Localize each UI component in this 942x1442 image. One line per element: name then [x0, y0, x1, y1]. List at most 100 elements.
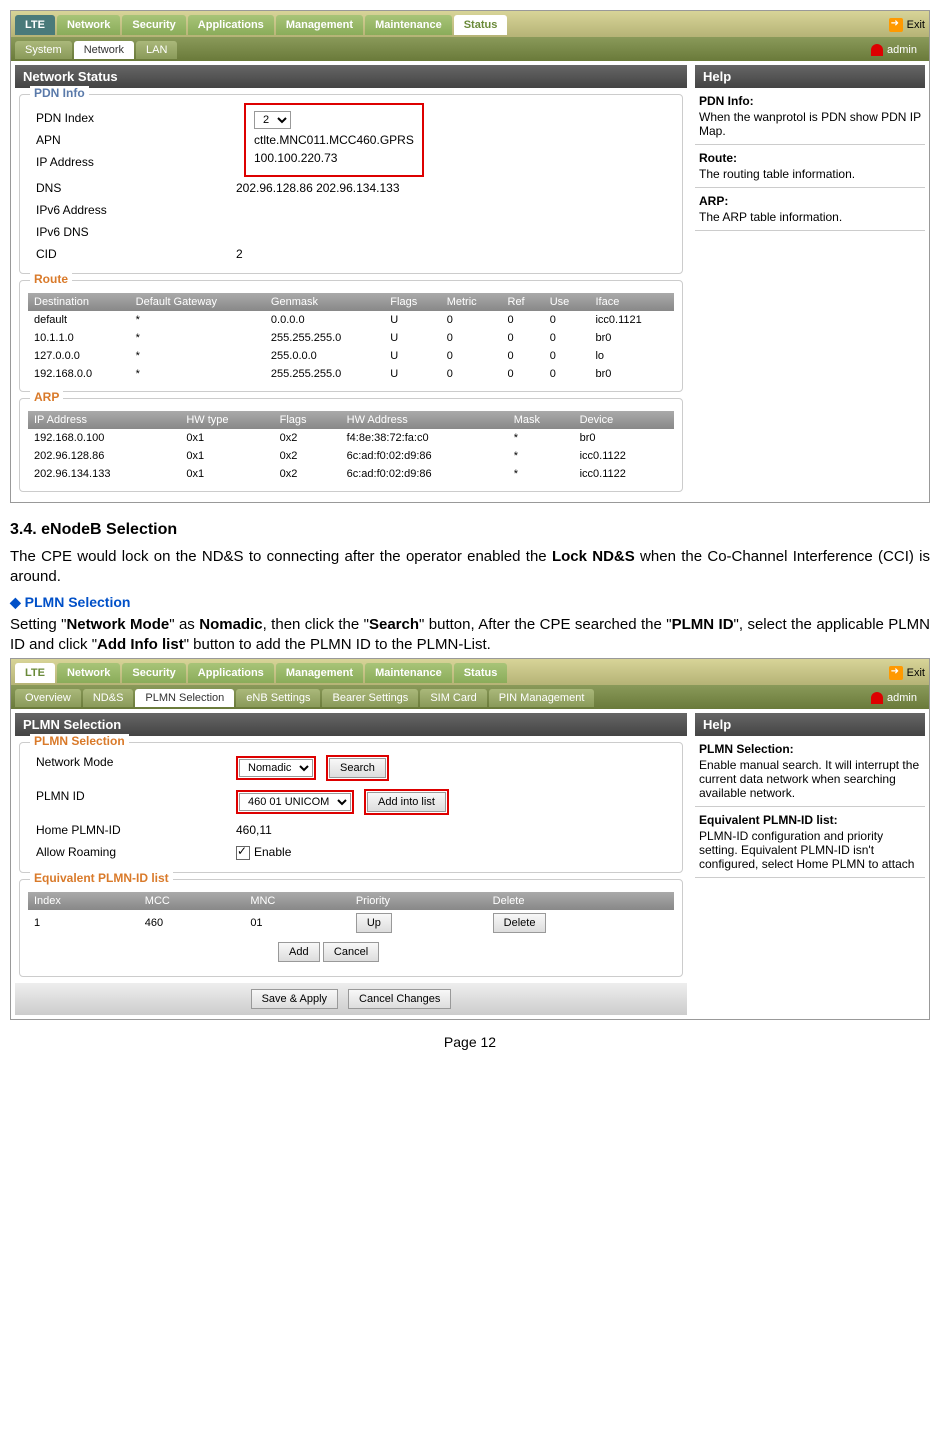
main-tabs: LTENetworkSecurityApplicationsManagement… — [11, 11, 929, 37]
eq-plmn-table: IndexMCCMNCPriorityDelete 1 460 01 Up De… — [28, 892, 674, 936]
add-into-list-button[interactable]: Add into list — [367, 792, 446, 812]
delete-button[interactable]: Delete — [493, 913, 547, 933]
user-icon — [871, 44, 883, 56]
page-number: Page 12 — [10, 1034, 930, 1050]
panel-title: PLMN Selection — [15, 713, 687, 736]
tab-lan[interactable]: LAN — [136, 41, 177, 59]
pdn-label: IPv6 Address — [36, 203, 236, 217]
allow-roaming-label: Allow Roaming — [36, 845, 236, 860]
tab-lte[interactable]: LTE — [15, 15, 55, 35]
main-tabs: LTENetworkSecurityApplicationsManagement… — [11, 659, 929, 685]
column-header: Metric — [441, 293, 502, 311]
pdn-label: CID — [36, 247, 236, 261]
sub-tabs: SystemNetworkLANadmin — [11, 37, 929, 61]
user-icon — [871, 692, 883, 704]
tab-enb-settings[interactable]: eNB Settings — [236, 689, 320, 707]
column-header: Default Gateway — [130, 293, 265, 311]
help-block: PLMN Selection:Enable manual search. It … — [695, 736, 925, 807]
pdn-label: DNS — [36, 181, 236, 195]
tab-overview[interactable]: Overview — [15, 689, 81, 707]
network-mode-label: Network Mode — [36, 755, 236, 781]
column-header: Genmask — [265, 293, 384, 311]
column-header: Destination — [28, 293, 130, 311]
search-button[interactable]: Search — [329, 758, 386, 778]
help-title: Help — [695, 713, 925, 736]
pdn-value: ctlte.MNC011.MCC460.GPRS — [250, 131, 418, 149]
column-header: Flags — [274, 411, 341, 429]
screenshot-network-status: LTENetworkSecurityApplicationsManagement… — [10, 10, 930, 503]
tab-security[interactable]: Security — [122, 15, 185, 35]
exit-icon[interactable] — [889, 18, 903, 32]
column-header: HW Address — [341, 411, 508, 429]
tab-system[interactable]: System — [15, 41, 72, 59]
table-row: default*0.0.0.0U000icc0.1121 — [28, 311, 674, 329]
column-header: Priority — [350, 892, 487, 910]
column-header: IP Address — [28, 411, 180, 429]
exit-label[interactable]: Exit — [907, 667, 925, 679]
column-header: Iface — [589, 293, 674, 311]
tab-plmn-selection[interactable]: PLMN Selection — [135, 689, 234, 707]
tab-bearer-settings[interactable]: Bearer Settings — [322, 689, 418, 707]
tab-sim-card[interactable]: SIM Card — [420, 689, 486, 707]
pdn-value — [236, 203, 666, 217]
up-button[interactable]: Up — [356, 913, 392, 933]
help-block: Route:The routing table information. — [695, 145, 925, 188]
tab-network[interactable]: Network — [57, 15, 120, 35]
fieldset-title-plmn-sel: PLMN Selection — [30, 734, 129, 748]
pdn-value: 202.96.128.86 202.96.134.133 — [236, 181, 666, 195]
network-mode-select[interactable]: Nomadic — [239, 759, 313, 777]
footer-bar: Save & Apply Cancel Changes — [15, 983, 687, 1015]
arp-table: IP AddressHW typeFlagsHW AddressMaskDevi… — [28, 411, 674, 483]
column-header: Use — [544, 293, 590, 311]
pdn-value: 100.100.220.73 — [250, 149, 418, 167]
tab-status[interactable]: Status — [454, 15, 508, 35]
help-block: Equivalent PLMN-ID list:PLMN-ID configur… — [695, 807, 925, 878]
table-row: 202.96.134.1330x10x26c:ad:f0:02:d9:86*ic… — [28, 465, 674, 483]
panel-title: Network Status — [15, 65, 687, 88]
cancel-changes-button[interactable]: Cancel Changes — [348, 989, 451, 1009]
pdn-index-select[interactable]: 2 — [254, 111, 291, 129]
plmn-id-select[interactable]: 460 01 UNICOM — [239, 793, 351, 811]
pdn-label: PDN Index — [36, 107, 236, 129]
column-header: MCC — [139, 892, 245, 910]
fieldset-title-route: Route — [30, 272, 72, 286]
section-paragraph-1: The CPE would lock on the ND&S to connec… — [10, 547, 930, 586]
tab-maintenance[interactable]: Maintenance — [365, 15, 452, 35]
table-row: 10.1.1.0*255.255.255.0U000br0 — [28, 329, 674, 347]
tab-pin-management[interactable]: PIN Management — [489, 689, 595, 707]
plmn-id-label: PLMN ID — [36, 789, 236, 815]
tab-network[interactable]: Network — [57, 663, 120, 683]
tab-maintenance[interactable]: Maintenance — [365, 663, 452, 683]
pdn-value: 2 — [236, 247, 666, 261]
column-header: Flags — [384, 293, 440, 311]
tab-network[interactable]: Network — [74, 41, 134, 59]
table-row: 127.0.0.0*255.0.0.0U000lo — [28, 347, 674, 365]
tab-security[interactable]: Security — [122, 663, 185, 683]
allow-roaming-checkbox[interactable] — [236, 846, 250, 860]
tab-management[interactable]: Management — [276, 663, 363, 683]
exit-label[interactable]: Exit — [907, 19, 925, 31]
tab-applications[interactable]: Applications — [188, 663, 274, 683]
tab-lte[interactable]: LTE — [15, 663, 55, 683]
tab-applications[interactable]: Applications — [188, 15, 274, 35]
table-row: 192.168.0.1000x10x2f4:8e:38:72:fa:c0*br0 — [28, 429, 674, 447]
subsection-heading: PLMN Selection — [10, 594, 930, 611]
cancel-button[interactable]: Cancel — [323, 942, 379, 962]
table-row: 1 460 01 Up Delete — [28, 910, 674, 936]
fieldset-title-arp: ARP — [30, 390, 63, 404]
help-block: PDN Info:When the wanprotol is PDN show … — [695, 88, 925, 145]
tab-management[interactable]: Management — [276, 15, 363, 35]
save-apply-button[interactable]: Save & Apply — [251, 989, 338, 1009]
help-block: ARP:The ARP table information. — [695, 188, 925, 231]
help-title: Help — [695, 65, 925, 88]
exit-icon[interactable] — [889, 666, 903, 680]
screenshot-plmn-selection: LTENetworkSecurityApplicationsManagement… — [10, 658, 930, 1020]
add-button[interactable]: Add — [278, 942, 320, 962]
sub-tabs: OverviewND&SPLMN SelectioneNB SettingsBe… — [11, 685, 929, 709]
tab-nd&s[interactable]: ND&S — [83, 689, 134, 707]
home-plmn-label: Home PLMN-ID — [36, 823, 236, 837]
column-header: Delete — [487, 892, 674, 910]
tab-status[interactable]: Status — [454, 663, 508, 683]
column-header: MNC — [244, 892, 350, 910]
fieldset-title-eq: Equivalent PLMN-ID list — [30, 871, 173, 885]
